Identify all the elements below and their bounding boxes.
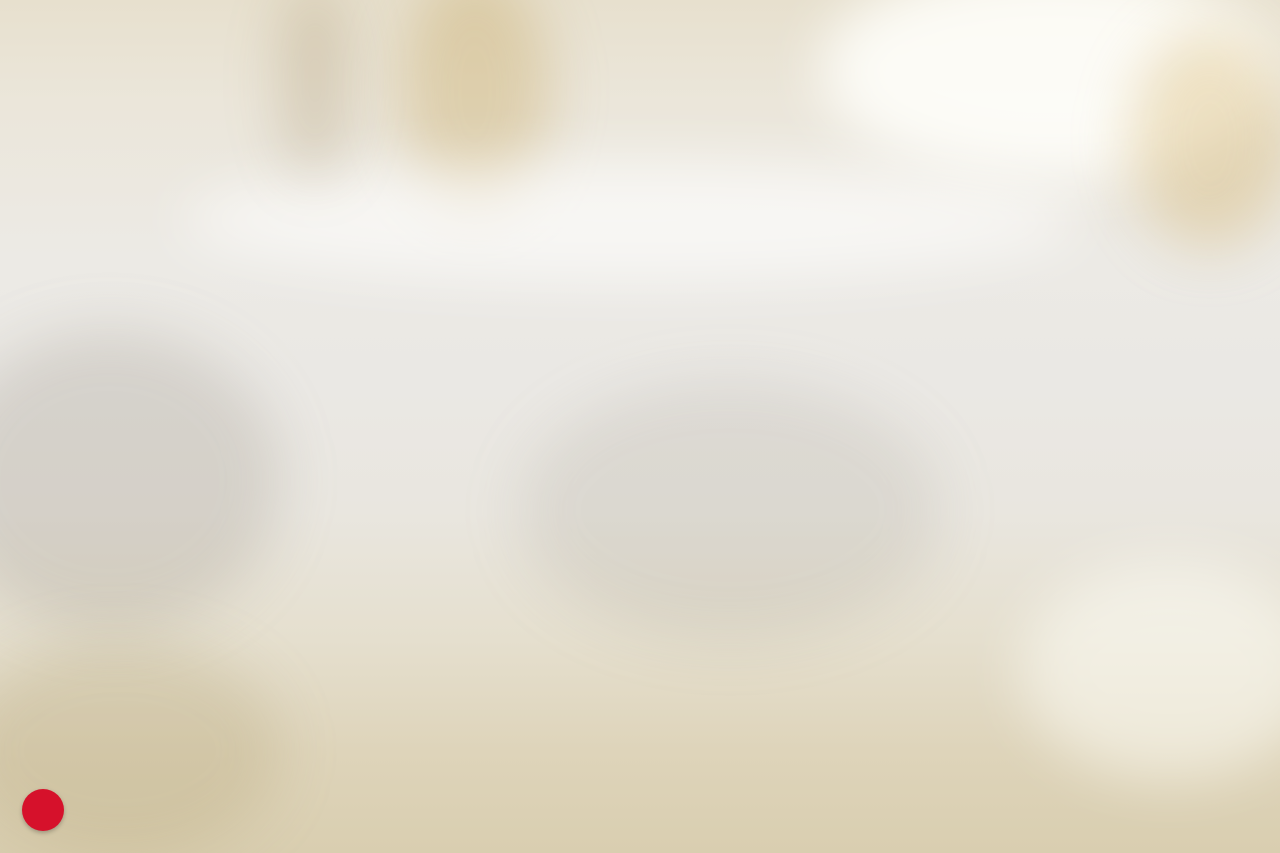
largus-logo (22, 789, 64, 831)
